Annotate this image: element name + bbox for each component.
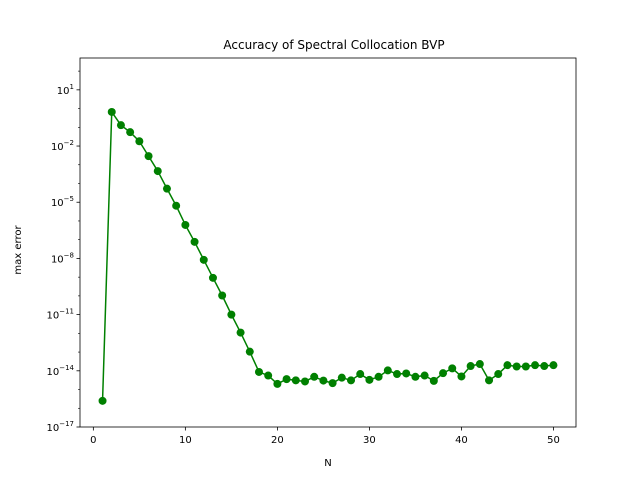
- data-point: [208, 273, 217, 282]
- data-point: [126, 128, 135, 137]
- y-tick-label: 10−8: [51, 251, 74, 265]
- axes-frame: [79, 57, 577, 428]
- data-point: [475, 360, 484, 369]
- data-point: [264, 371, 273, 380]
- x-tick-label: 30: [363, 435, 376, 446]
- data-point: [144, 152, 153, 161]
- data-point: [300, 377, 309, 386]
- data-point: [310, 372, 319, 381]
- x-tick-label: 40: [455, 435, 468, 446]
- y-tick-label: 10−17: [46, 420, 74, 434]
- data-point: [466, 362, 475, 371]
- y-tick-label: 10−5: [51, 195, 74, 209]
- data-point: [503, 361, 512, 370]
- x-axis-title: N: [324, 458, 331, 469]
- data-point: [521, 362, 530, 371]
- data-point: [319, 376, 328, 385]
- data-point: [512, 362, 521, 371]
- data-point: [107, 107, 116, 116]
- data-point: [273, 379, 282, 388]
- y-tick-label: 101: [57, 83, 74, 97]
- y-tick-label: 10−2: [51, 139, 74, 153]
- data-point: [116, 121, 125, 130]
- y-tick-label: 10−11: [46, 308, 74, 322]
- plot-area: [98, 107, 558, 405]
- data-point: [420, 371, 429, 380]
- y-tick-label: 10−14: [46, 364, 74, 378]
- data-point: [393, 370, 402, 379]
- data-point: [429, 376, 438, 385]
- data-point: [448, 364, 457, 373]
- data-point: [190, 237, 199, 246]
- x-tick-label: 10: [179, 435, 192, 446]
- data-point: [236, 328, 245, 337]
- axes: 0 10 20 30 40 50 10−17 10−14 10−11 10−8 10−5 10−2 10…: [46, 57, 577, 446]
- chart-title: Accuracy of Spectral Collocation BVP: [223, 38, 444, 52]
- data-point: [356, 370, 365, 379]
- data-point: [199, 255, 208, 264]
- data-point: [347, 376, 356, 385]
- data-point: [181, 220, 190, 229]
- y-axis-title: max error: [13, 225, 24, 275]
- data-point: [153, 167, 162, 176]
- data-point: [98, 396, 107, 405]
- data-point: [328, 379, 337, 388]
- x-tick-label: 50: [547, 435, 560, 446]
- data-point: [365, 375, 374, 384]
- data-point: [439, 369, 448, 378]
- data-point: [549, 361, 558, 370]
- data-point: [485, 376, 494, 385]
- data-point: [135, 137, 144, 146]
- data-point: [383, 366, 392, 375]
- data-point: [540, 362, 549, 371]
- data-point: [411, 372, 420, 381]
- data-point: [291, 376, 300, 385]
- data-point: [162, 184, 171, 193]
- data-point: [245, 347, 254, 356]
- data-point: [254, 367, 263, 376]
- data-point: [457, 372, 466, 381]
- data-point: [227, 310, 236, 319]
- data-point: [494, 370, 503, 379]
- x-tick-label: 20: [271, 435, 284, 446]
- data-point: [374, 372, 383, 381]
- data-point: [282, 375, 291, 384]
- x-tick-label: 0: [90, 435, 96, 446]
- data-point: [531, 361, 540, 370]
- data-point: [172, 201, 181, 210]
- data-point: [402, 369, 411, 378]
- data-point: [337, 373, 346, 382]
- data-point: [218, 291, 227, 300]
